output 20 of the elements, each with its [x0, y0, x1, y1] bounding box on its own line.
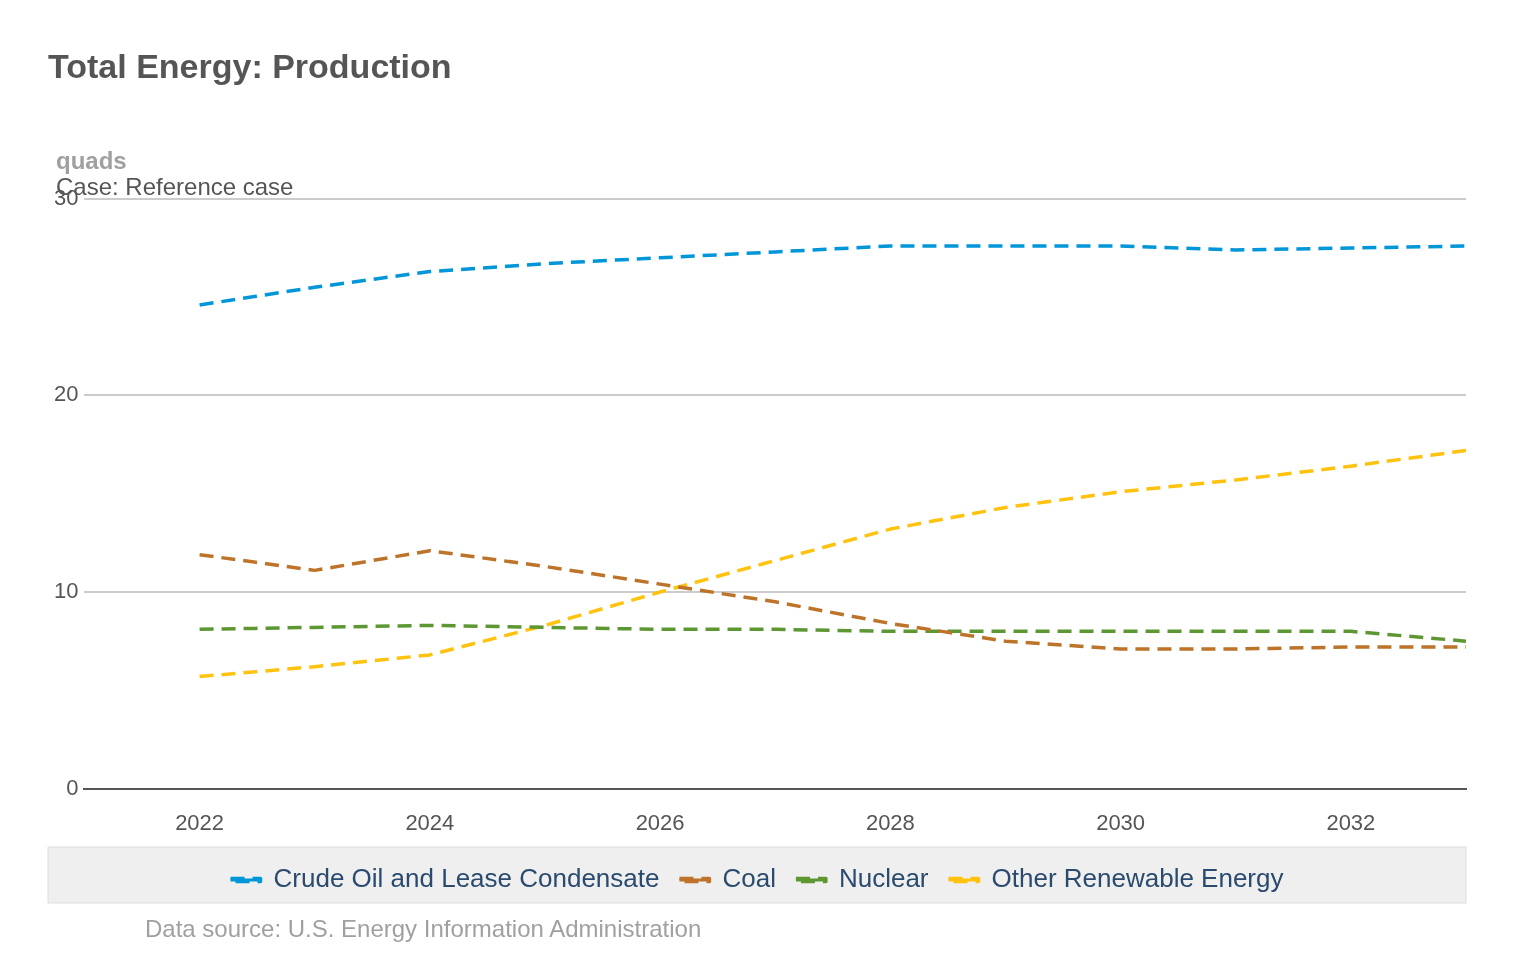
source-note: Data source: U.S. Energy Information Administration [145, 915, 702, 942]
x-tick-label: 2024 [405, 809, 455, 835]
legend-label: Crude Oil and Lease Condensate [273, 863, 660, 894]
y-axis-title: quads [56, 146, 127, 174]
y-tick-label: 0 [66, 774, 79, 800]
line-series [197, 448, 1466, 679]
legend-label: Coal [722, 863, 776, 894]
chart-title: Total Energy: Production [48, 46, 452, 85]
line-series [197, 548, 1466, 651]
line-series [197, 623, 1466, 643]
x-tick-label: 2026 [635, 809, 685, 835]
legend-label: Nuclear [838, 863, 929, 894]
x-tick-label: 2022 [175, 809, 225, 835]
x-tick-label: 2028 [865, 809, 915, 835]
y-tick-label: 20 [53, 381, 79, 407]
x-tick-label: 2030 [1096, 809, 1146, 835]
x-tick-label: 2032 [1326, 809, 1376, 835]
legend-label: Other Renewable Energy [991, 863, 1284, 894]
line-series [197, 244, 1466, 307]
y-tick-label: 10 [53, 578, 79, 604]
